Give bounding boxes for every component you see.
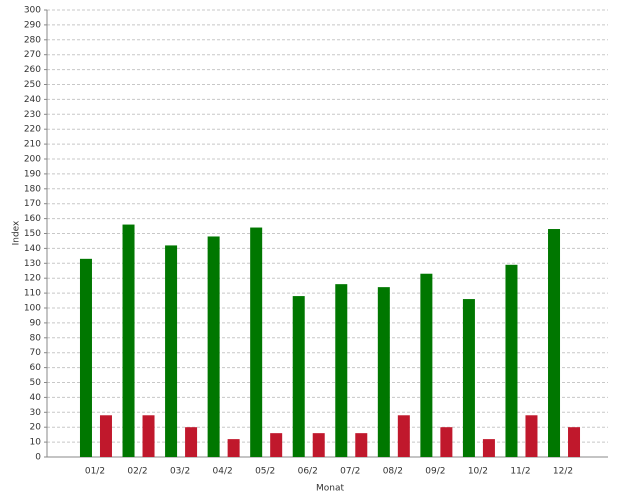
x-tick-label: 09/2 bbox=[425, 467, 445, 477]
bar bbox=[462, 299, 475, 457]
y-tick-label: 40 bbox=[30, 393, 42, 403]
x-tick-label: 03/2 bbox=[170, 467, 190, 477]
y-tick-label: 20 bbox=[30, 423, 42, 433]
y-tick-label: 290 bbox=[24, 20, 41, 30]
x-tick-label: 08/2 bbox=[383, 467, 403, 477]
x-tick-label: 10/2 bbox=[468, 467, 488, 477]
bar bbox=[335, 284, 348, 457]
bar bbox=[548, 229, 561, 457]
bar bbox=[568, 427, 581, 457]
y-tick-label: 180 bbox=[24, 184, 41, 194]
x-tick-label: 02/2 bbox=[127, 467, 147, 477]
y-tick-label: 300 bbox=[24, 6, 41, 16]
bar bbox=[377, 287, 390, 457]
x-tick-label: 11/2 bbox=[510, 467, 530, 477]
y-tick-label: 280 bbox=[24, 35, 41, 45]
y-tick-label: 260 bbox=[24, 65, 41, 75]
bar bbox=[270, 433, 283, 457]
y-tick-label: 250 bbox=[24, 80, 41, 90]
y-tick-label: 30 bbox=[30, 408, 42, 418]
y-tick-label: 190 bbox=[24, 169, 41, 179]
y-tick-label: 10 bbox=[30, 438, 42, 448]
x-tick-label: 07/2 bbox=[340, 467, 360, 477]
bar bbox=[292, 296, 305, 457]
bar bbox=[165, 245, 178, 457]
y-tick-label: 240 bbox=[24, 95, 41, 105]
y-tick-label: 160 bbox=[24, 214, 41, 224]
y-tick-label: 120 bbox=[24, 274, 41, 284]
y-tick-label: 70 bbox=[30, 348, 42, 358]
bar bbox=[420, 273, 433, 457]
y-tick-label: 230 bbox=[24, 110, 41, 120]
y-tick-label: 150 bbox=[24, 229, 41, 239]
bar bbox=[355, 433, 368, 457]
y-tick-label: 80 bbox=[30, 333, 42, 343]
y-tick-label: 90 bbox=[30, 318, 42, 328]
x-tick-label: 12/2 bbox=[553, 467, 573, 477]
y-tick-label: 200 bbox=[24, 155, 41, 165]
y-tick-label: 130 bbox=[24, 259, 41, 269]
y-tick-label: 0 bbox=[35, 453, 41, 463]
bar bbox=[122, 224, 135, 457]
y-tick-label: 170 bbox=[24, 199, 41, 209]
bar bbox=[505, 264, 518, 457]
bar bbox=[142, 415, 155, 457]
bar bbox=[250, 227, 263, 457]
bar bbox=[79, 258, 92, 457]
y-tick-label: 140 bbox=[24, 244, 41, 254]
x-tick-label: 04/2 bbox=[213, 467, 233, 477]
bar bbox=[207, 236, 220, 457]
bar bbox=[185, 427, 198, 457]
y-axis-label: Index bbox=[12, 220, 22, 245]
bar bbox=[482, 439, 495, 457]
bar bbox=[227, 439, 240, 457]
y-tick-label: 50 bbox=[30, 378, 42, 388]
bar bbox=[397, 415, 410, 457]
y-tick-label: 100 bbox=[24, 304, 41, 314]
y-tick-label: 210 bbox=[24, 140, 41, 150]
x-tick-label: 05/2 bbox=[255, 467, 275, 477]
bar bbox=[312, 433, 325, 457]
x-tick-label: 01/2 bbox=[85, 467, 105, 477]
y-tick-label: 220 bbox=[24, 125, 41, 135]
bar bbox=[525, 415, 538, 457]
y-tick-label: 110 bbox=[24, 289, 41, 299]
bar bbox=[440, 427, 453, 457]
x-axis-label: Monat bbox=[316, 484, 344, 494]
y-tick-label: 270 bbox=[24, 50, 41, 60]
bar bbox=[99, 415, 112, 457]
y-tick-label: 60 bbox=[30, 363, 42, 373]
x-tick-label: 06/2 bbox=[298, 467, 318, 477]
